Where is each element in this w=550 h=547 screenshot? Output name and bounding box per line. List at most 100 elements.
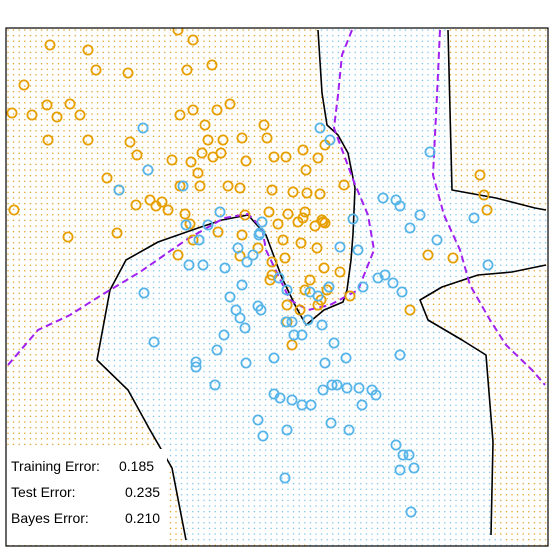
orange-point [124, 136, 136, 148]
orange-point [202, 134, 214, 146]
orange-point [74, 109, 86, 121]
orange-point [295, 237, 307, 249]
orange-point [281, 299, 293, 311]
data-points [6, 28, 494, 518]
orange-point [41, 99, 53, 111]
blue-point [214, 206, 226, 218]
orange-point [64, 98, 76, 110]
knn-boundary-line [419, 264, 547, 536]
orange-point [44, 39, 56, 51]
blue-point [211, 344, 223, 356]
orange-point [239, 209, 251, 221]
blue-point [257, 430, 269, 442]
orange-point [51, 111, 63, 123]
blue-point [387, 277, 399, 289]
blue-point [316, 319, 328, 331]
blue-point [247, 249, 259, 261]
orange-point [6, 107, 18, 119]
blue-point [341, 382, 353, 394]
blue-point [190, 356, 202, 368]
orange-point [404, 304, 416, 316]
blue-point [239, 322, 251, 334]
orange-point [261, 132, 273, 144]
orange-point [212, 226, 224, 238]
blue-point [138, 287, 150, 299]
blue-point [331, 379, 343, 391]
orange-point [8, 204, 20, 216]
orange-point [311, 242, 323, 254]
error-legend-background [7, 449, 167, 545]
blue-point [353, 382, 365, 394]
decision-boundaries [7, 29, 547, 541]
orange-point [187, 34, 199, 46]
blue-point [241, 256, 253, 268]
blue-point [224, 291, 236, 303]
blue-point [326, 379, 338, 391]
blue-point [370, 389, 382, 401]
blue-point [394, 464, 406, 476]
blue-point [328, 337, 340, 349]
blue-point [403, 449, 415, 461]
blue-point [286, 316, 298, 328]
blue-point [414, 209, 426, 221]
blue-point [219, 262, 231, 274]
bayes-boundary-line [7, 29, 376, 366]
orange-point [82, 44, 94, 56]
blue-point [273, 272, 285, 284]
blue-point [394, 200, 406, 212]
orange-point [194, 180, 206, 192]
orange-point [222, 180, 234, 192]
training-error-label: Training Error: [11, 458, 100, 474]
knn-boundary-line [447, 29, 547, 211]
orange-point [196, 147, 208, 159]
blue-point [274, 392, 286, 404]
orange-point [299, 284, 311, 296]
orange-point [224, 98, 236, 110]
orange-point [217, 134, 229, 146]
blue-point [312, 290, 324, 302]
blue-point [268, 352, 280, 364]
blue-point [281, 284, 293, 296]
orange-point [252, 242, 264, 254]
blue-point [209, 379, 221, 391]
blue-point [324, 134, 336, 146]
blue-point [325, 417, 337, 429]
blue-point [142, 164, 154, 176]
blue-point [397, 449, 409, 461]
orange-point [268, 151, 280, 163]
blue-point [404, 222, 416, 234]
orange-point [266, 256, 278, 268]
blue-point [405, 506, 417, 518]
blue-point [314, 122, 326, 134]
blue-point [180, 219, 192, 231]
orange-point [162, 204, 174, 216]
orange-point [131, 149, 143, 161]
blue-point [352, 244, 364, 256]
orange-point [263, 206, 275, 218]
orange-point [287, 186, 299, 198]
blue-point [347, 213, 359, 225]
orange-point [240, 155, 252, 167]
orange-point [179, 208, 191, 220]
orange-point [187, 104, 199, 116]
orange-point [317, 216, 329, 228]
orange-point [130, 199, 142, 211]
orange-point [26, 109, 38, 121]
bayes-error-label: Bayes Error: [11, 510, 89, 526]
blue-point [379, 269, 391, 281]
orange-point [172, 28, 184, 36]
orange-point [334, 266, 346, 278]
orange-point [234, 182, 246, 194]
blue-point [190, 361, 202, 373]
orange-point [478, 189, 490, 201]
blue-point [281, 424, 293, 436]
plot-frame [5, 27, 549, 547]
orange-point [236, 132, 248, 144]
blue-point [280, 316, 292, 328]
blue-point [288, 329, 300, 341]
orange-point [481, 204, 493, 216]
orange-point [292, 216, 304, 228]
bayes-boundary-line [431, 29, 546, 386]
orange-point [314, 188, 326, 200]
